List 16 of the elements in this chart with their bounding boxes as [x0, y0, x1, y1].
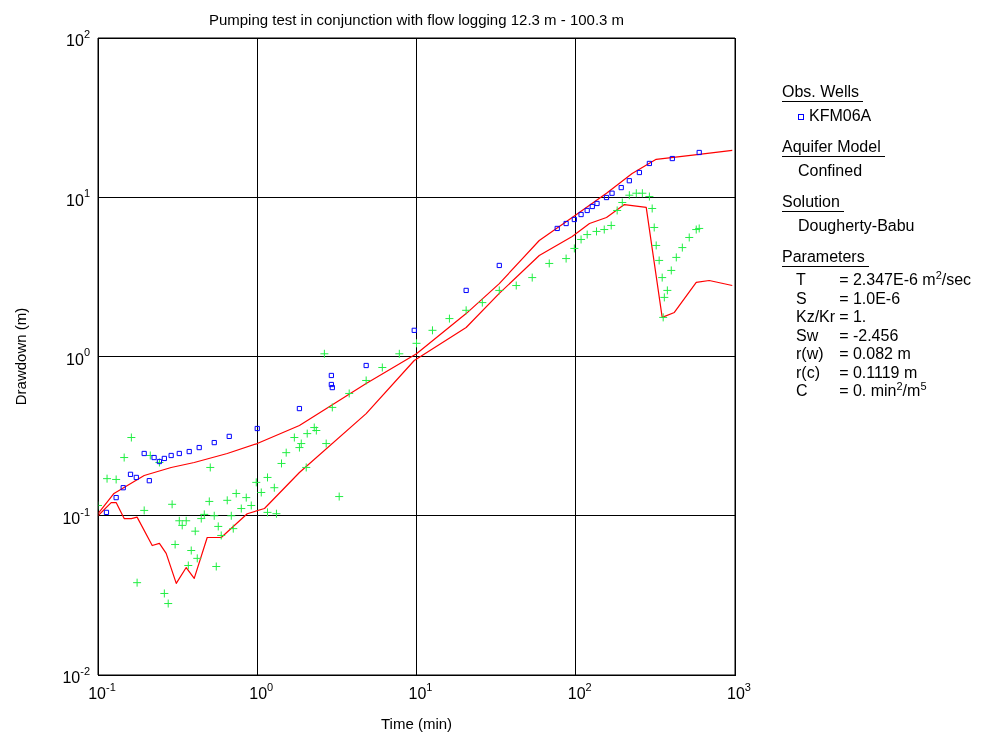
x-axis-title: Time (min): [380, 715, 453, 733]
text: Aquifer Model: [782, 137, 885, 157]
text: Solution: [782, 192, 844, 212]
text: S = 1.0E-6: [796, 289, 901, 307]
chart-title: Pumping test in conjunction with flow logging 12.3 m - 100.3 m: [208, 11, 625, 29]
text: Kz/Kr = 1.: [796, 308, 868, 327]
text: Dougherty-Babu: [797, 216, 916, 235]
text: Sw = -2.456: [796, 326, 899, 344]
text: T = 2.347E-6 m$^{2}$/sec: [796, 268, 972, 288]
text: r(c) = 0.1119 m: [796, 363, 918, 382]
legend-title: Obs. Wells: [782, 82, 864, 102]
y-axis-title: Drawdown (m): [12, 307, 30, 406]
text: Parameters: [782, 247, 869, 267]
text: Confined: [797, 161, 864, 180]
text: r(w) = 0.082 m: [796, 345, 912, 364]
legend-label: KFM06A: [809, 107, 872, 124]
